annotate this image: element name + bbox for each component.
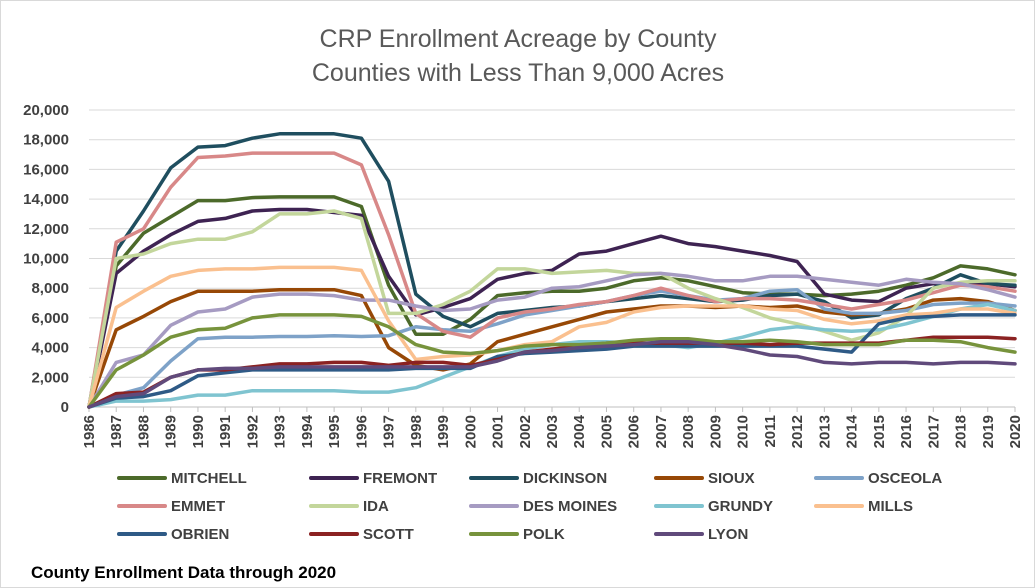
axes: 0 2,000 4,000 6,000 8,000 10,000 12,000 14,000 1… xyxy=(23,102,1024,448)
x-tick-label: 1986 xyxy=(81,415,98,448)
legend-item-fremont: FREMONT xyxy=(309,470,437,487)
x-tick-label: 2020 xyxy=(1007,415,1024,448)
legend-item-obrien: OBRIEN xyxy=(117,526,229,543)
legend-item-emmet: EMMET xyxy=(117,498,225,515)
series-line-des-moines xyxy=(87,271,1017,409)
legend-item-sioux: SIOUX xyxy=(654,470,755,487)
series-line-mitchell xyxy=(87,195,1017,409)
x-tick-label: 2012 xyxy=(789,415,806,448)
legend-label: OSCEOLA xyxy=(868,470,942,487)
y-tick-label: 10,000 xyxy=(23,251,69,268)
x-tick-label: 1989 xyxy=(163,415,180,448)
x-tick-label: 1997 xyxy=(381,415,398,448)
chart-title-line-2: Counties with Less Than 9,000 Acres xyxy=(312,59,724,87)
y-tick-label: 18,000 xyxy=(23,132,69,149)
x-tick-label: 2019 xyxy=(980,415,997,448)
legend-item-osceola: OSCEOLA xyxy=(814,470,942,487)
legend-item-dickinson: DICKINSON xyxy=(469,470,607,487)
x-tick-label: 2014 xyxy=(844,414,861,448)
x-tick-label: 2003 xyxy=(544,415,561,448)
x-tick-label: 2002 xyxy=(517,415,534,448)
x-tick-label: 2018 xyxy=(953,415,970,448)
legend-label: DICKINSON xyxy=(523,470,607,487)
legend-label: SCOTT xyxy=(363,526,414,543)
legend-label: POLK xyxy=(523,526,565,543)
legend-label: DES MOINES xyxy=(523,498,617,515)
y-tick-label: 2,000 xyxy=(31,369,69,386)
legend-item-ida: IDA xyxy=(309,498,389,515)
x-tick-label: 2016 xyxy=(898,415,915,448)
legend-label: SIOUX xyxy=(708,470,755,487)
chart-title-line-1: CRP Enrollment Acreage by County xyxy=(320,25,717,53)
x-tick-label: 2017 xyxy=(925,415,942,448)
x-tick-label: 1987 xyxy=(108,415,125,448)
legend-label: IDA xyxy=(363,498,389,515)
y-tick-label: 8,000 xyxy=(31,280,69,297)
series-line-polk xyxy=(87,313,1017,409)
x-tick-label: 1996 xyxy=(353,415,370,448)
y-tick-label: 14,000 xyxy=(23,191,69,208)
legend-label: MILLS xyxy=(868,498,913,515)
x-tick-label: 1999 xyxy=(435,415,452,448)
legend-item-mitchell: MITCHELL xyxy=(117,470,247,487)
y-tick-label: 4,000 xyxy=(31,340,69,357)
footnote: County Enrollment Data through 2020 xyxy=(31,563,337,582)
x-tick-label: 2011 xyxy=(762,415,779,448)
legend-label: EMMET xyxy=(171,498,225,515)
x-tick-label: 2013 xyxy=(816,415,833,448)
legend: MITCHELL FREMONT DICKINSON SIOUX OSCEOLA EMME… xyxy=(117,470,942,543)
chart-title: CRP Enrollment Acreage by County Countie… xyxy=(312,25,724,87)
x-tick-label: 2009 xyxy=(707,415,724,448)
x-tick-label: 2008 xyxy=(680,415,697,448)
series-line-emmet xyxy=(87,151,1017,409)
legend-item-mills: MILLS xyxy=(814,498,913,515)
x-tick-label: 1990 xyxy=(190,415,207,448)
y-tick-label: 12,000 xyxy=(23,221,69,238)
legend-item-lyon: LYON xyxy=(654,526,748,543)
x-tick-label: 2000 xyxy=(462,415,479,448)
x-tick-label: 1993 xyxy=(272,415,289,448)
legend-item-grundy: GRUNDY xyxy=(654,498,773,515)
legend-item-polk: POLK xyxy=(469,526,565,543)
legend-label: MITCHELL xyxy=(171,470,247,487)
legend-label: FREMONT xyxy=(363,470,437,487)
series-line-lyon xyxy=(87,339,1017,409)
y-tick-label: 16,000 xyxy=(23,161,69,178)
x-tick-label: 2001 xyxy=(490,415,507,448)
x-tick-label: 1994 xyxy=(299,414,316,448)
x-tick-label: 2005 xyxy=(598,415,615,448)
legend-label: LYON xyxy=(708,526,748,543)
y-tick-label: 0 xyxy=(61,399,69,416)
x-tick-label: 1988 xyxy=(135,415,152,448)
x-tick-label: 2006 xyxy=(626,415,643,448)
x-tick-label: 1998 xyxy=(408,415,425,448)
series-line-mills xyxy=(87,265,1017,409)
x-tick-label: 1992 xyxy=(244,415,261,448)
series-line-fremont xyxy=(87,207,1017,409)
x-tick-label: 2007 xyxy=(653,415,670,448)
legend-label: OBRIEN xyxy=(171,526,229,543)
y-tick-label: 20,000 xyxy=(23,102,69,119)
x-tick-label: 2015 xyxy=(871,415,888,448)
x-tick-label: 2010 xyxy=(735,415,752,448)
x-tick-label: 2004 xyxy=(571,414,588,448)
x-tick-label: 1995 xyxy=(326,415,343,448)
series-line-ida xyxy=(87,209,1017,409)
legend-label: GRUNDY xyxy=(708,498,773,515)
legend-item-des-moines: DES MOINES xyxy=(469,498,617,515)
data-series xyxy=(87,132,1017,409)
x-tick-label: 1991 xyxy=(217,415,234,448)
legend-item-scott: SCOTT xyxy=(309,526,414,543)
y-tick-label: 6,000 xyxy=(31,310,69,327)
